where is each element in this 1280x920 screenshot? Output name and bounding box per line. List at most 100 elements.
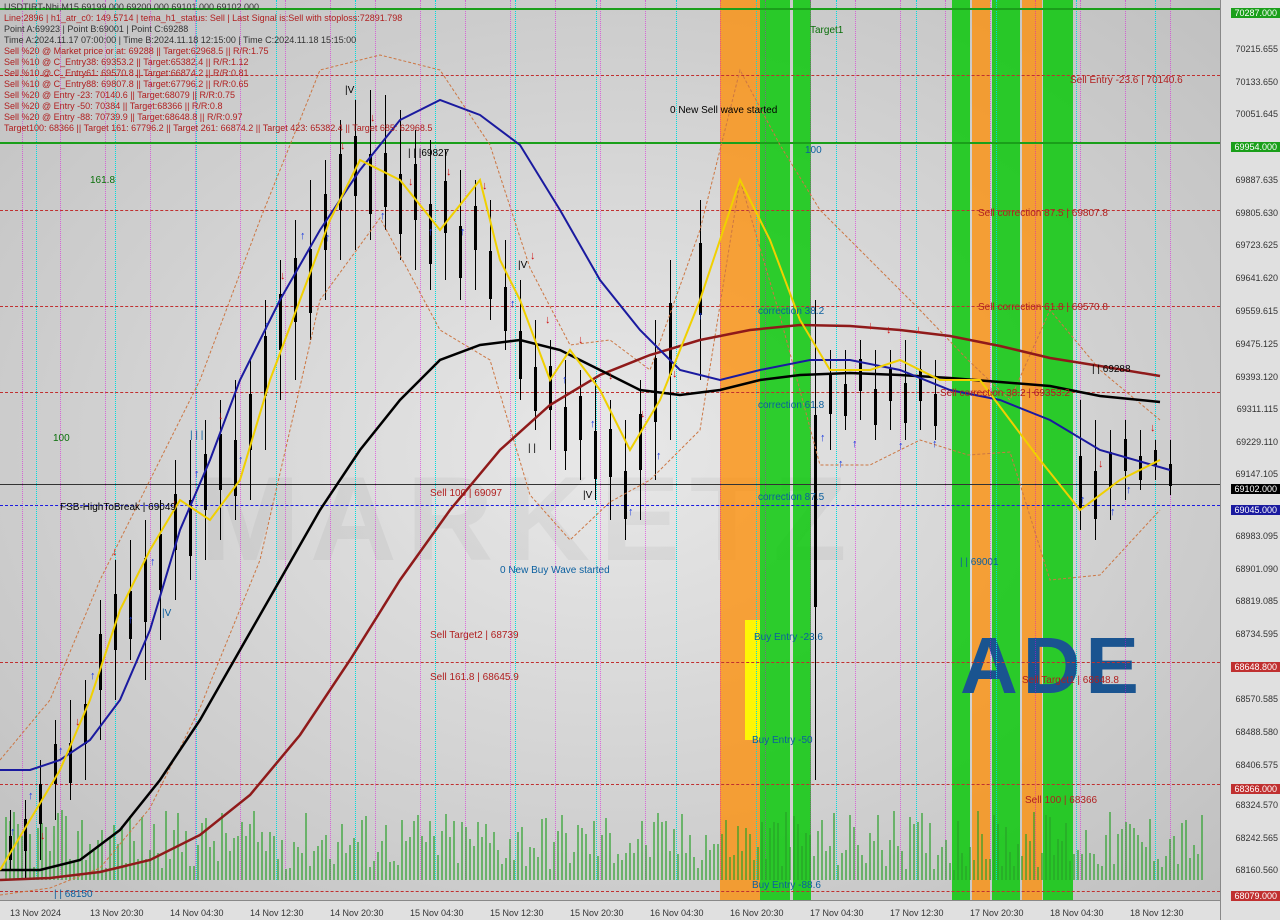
volume-bar — [681, 814, 683, 880]
gridline-v-magenta — [765, 0, 766, 880]
chart-label: | | — [528, 443, 536, 454]
x-tick: 15 Nov 12:30 — [490, 908, 544, 918]
volume-bar — [289, 868, 291, 880]
volume-bar — [345, 853, 347, 880]
volume-bar — [877, 815, 879, 880]
chart-label: FSB-HighToBreak | 69049 — [60, 502, 176, 513]
volume-bar — [157, 853, 159, 880]
volume-bar — [1065, 823, 1067, 880]
arrow-up-icon: ↑ — [90, 670, 96, 682]
arrow-down-icon: ↓ — [112, 546, 118, 558]
volume-bar — [925, 853, 927, 880]
volume-bar — [397, 865, 399, 880]
volume-bar — [1069, 861, 1071, 880]
chart-label: Buy Entry -88.6 — [752, 880, 821, 891]
volume-bar — [1161, 867, 1163, 880]
volume-bar — [1005, 827, 1007, 880]
volume-bar — [913, 824, 915, 880]
volume-bar — [829, 846, 831, 880]
x-tick: 16 Nov 20:30 — [730, 908, 784, 918]
volume-bar — [417, 815, 419, 880]
chart-label: Sell Target1 | 68648.8 — [1022, 675, 1119, 686]
arrow-down-icon: ↓ — [75, 716, 81, 728]
volume-bar — [205, 818, 207, 880]
volume-bar — [433, 836, 435, 880]
volume-bar — [577, 825, 579, 880]
volume-bar — [589, 854, 591, 880]
volume-bar — [717, 844, 719, 880]
y-tick: 68819.085 — [1235, 596, 1278, 606]
x-tick: 14 Nov 20:30 — [330, 908, 384, 918]
volume-bar — [721, 834, 723, 880]
arrow-down-icon: ↓ — [578, 334, 584, 346]
arrow-up-icon: ↑ — [820, 432, 826, 444]
volume-bar — [781, 866, 783, 880]
arrow-down-icon: ↓ — [608, 370, 614, 382]
x-tick: 16 Nov 04:30 — [650, 908, 704, 918]
volume-bar — [889, 840, 891, 880]
volume-bar — [81, 820, 83, 880]
arrow-up-icon: ↑ — [1110, 506, 1116, 518]
volume-bar — [737, 826, 739, 880]
volume-bar — [1073, 854, 1075, 880]
volume-bar — [1189, 858, 1191, 880]
horizontal-line — [0, 784, 1220, 785]
volume-bar — [821, 820, 823, 880]
y-tick: 69887.635 — [1235, 175, 1278, 185]
volume-bar — [617, 854, 619, 880]
volume-bar — [901, 851, 903, 880]
gridline-v-cyan — [1076, 0, 1077, 880]
volume-bar — [1041, 853, 1043, 880]
volume-bar — [1201, 815, 1203, 880]
volume-bar — [941, 847, 943, 880]
arrow-up-icon: ↑ — [628, 506, 634, 518]
volume-bar — [153, 824, 155, 880]
volume-bar — [309, 866, 311, 880]
y-tick: 70133.650 — [1235, 77, 1278, 87]
volume-bar — [1017, 844, 1019, 880]
y-tick: 70051.645 — [1235, 109, 1278, 119]
volume-bar — [957, 821, 959, 880]
vertical-band — [720, 0, 740, 900]
volume-bar — [241, 822, 243, 880]
chart-label: Sell correction 38.2 | 69353.2 — [940, 388, 1070, 399]
chart-label: | | 68150 — [54, 889, 93, 900]
chart-label: correction 38.2 — [758, 306, 824, 317]
arrow-down-icon: ↓ — [886, 324, 892, 336]
volume-bar — [329, 859, 331, 880]
x-tick: 14 Nov 12:30 — [250, 908, 304, 918]
x-tick: 17 Nov 20:30 — [970, 908, 1024, 918]
volume-bar — [881, 850, 883, 880]
volume-bar — [961, 853, 963, 880]
volume-bar — [137, 859, 139, 880]
arrow-up-icon: ↑ — [838, 458, 844, 470]
arrow-up-icon: ↑ — [428, 226, 434, 238]
volume-bar — [997, 824, 999, 880]
volume-bar — [865, 863, 867, 880]
volume-bar — [177, 813, 179, 880]
chart-label: 0 New Buy Wave started — [500, 565, 610, 576]
volume-bar — [61, 810, 63, 880]
volume-bar — [809, 835, 811, 880]
arrow-up-icon: ↑ — [1126, 484, 1132, 496]
volume-bar — [521, 827, 523, 880]
volume-bar — [537, 857, 539, 880]
volume-bar — [561, 815, 563, 880]
x-tick: 15 Nov 04:30 — [410, 908, 464, 918]
volume-bar — [1105, 835, 1107, 880]
chart-label: | | |69827 — [408, 148, 449, 159]
y-tick: 69723.625 — [1235, 240, 1278, 250]
volume-bar — [873, 841, 875, 880]
volume-bar — [989, 859, 991, 880]
volume-bar — [1193, 845, 1195, 880]
y-tick: 68324.570 — [1235, 800, 1278, 810]
volume-bar — [285, 869, 287, 880]
arrow-up-icon: ↑ — [150, 556, 156, 568]
volume-bar — [1013, 866, 1015, 880]
volume-bar — [121, 826, 123, 880]
volume-bar — [785, 812, 787, 880]
arrow-down-icon: ↓ — [40, 830, 46, 842]
volume-bar — [37, 828, 39, 880]
volume-bar — [565, 833, 567, 880]
volume-bar — [1061, 841, 1063, 880]
